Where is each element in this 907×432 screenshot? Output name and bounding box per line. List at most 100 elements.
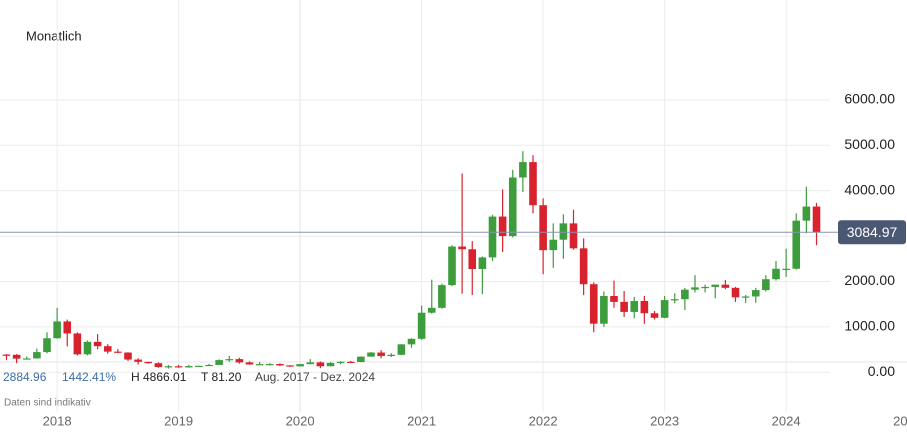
candle-body: [620, 301, 628, 312]
candle-body: [12, 354, 21, 359]
y-tick-label: 5000.00: [844, 136, 895, 152]
candle-body: [205, 364, 213, 367]
candle-body: [539, 205, 547, 251]
candle-body: [114, 351, 122, 353]
candle-body: [600, 296, 608, 324]
y-tick-label: 6000.00: [844, 91, 895, 107]
x-tick-label: 2020: [286, 413, 315, 428]
candle-body: [691, 287, 699, 290]
interval-label: Monatlich: [26, 28, 82, 43]
candle-body: [215, 360, 223, 365]
candle-body: [701, 286, 709, 289]
x-tick-label: 2018: [43, 413, 72, 428]
stat: T 81.20: [201, 370, 242, 384]
candle-body: [387, 354, 396, 357]
candle-body: [346, 361, 355, 363]
candle-body: [184, 366, 193, 368]
candle-body: [721, 284, 730, 288]
candle-body: [559, 223, 568, 240]
stat: 2884.96: [3, 370, 47, 384]
candle-body: [650, 313, 659, 318]
candle-body: [751, 290, 760, 297]
candle-body: [782, 268, 790, 270]
candle-body: [640, 301, 649, 314]
candle-body: [83, 341, 92, 355]
candle-body: [174, 366, 183, 368]
candle-body: [255, 364, 264, 366]
y-tick-label: 4000.00: [844, 181, 895, 197]
candle-body: [569, 223, 578, 249]
candle-body: [579, 248, 588, 285]
price-label: 3084.97: [847, 224, 898, 240]
x-tick-label: 2022: [529, 413, 558, 428]
candle-body: [812, 206, 821, 233]
candle-body: [164, 366, 173, 368]
candle-body: [357, 356, 365, 363]
candle-body: [458, 246, 466, 250]
candle-body: [660, 300, 669, 318]
candle-body: [589, 284, 598, 324]
candle-body: [43, 338, 51, 353]
candle-body: [326, 362, 335, 367]
candle-body: [235, 359, 244, 363]
candle-body: [488, 216, 497, 258]
y-tick-label: 2000.00: [844, 272, 895, 288]
candle-body: [681, 289, 689, 300]
candle-body: [508, 177, 517, 237]
candle-body: [630, 301, 639, 312]
candle-body: [772, 268, 780, 280]
candle-body: [792, 220, 801, 269]
candle-body: [276, 363, 284, 366]
candle-body: [741, 296, 750, 298]
candle-body: [73, 333, 82, 355]
candle-body: [93, 341, 102, 347]
candle-body: [286, 365, 294, 367]
candle-body: [519, 162, 527, 178]
x-tick-label: 2025: [893, 413, 907, 428]
candle-body: [377, 352, 385, 356]
candle-body: [225, 359, 234, 361]
candle-body: [549, 239, 558, 251]
y-tick-label: 1000.00: [844, 318, 895, 334]
candle-body: [397, 344, 406, 355]
candle-body: [610, 296, 618, 302]
stat: 1442.41%: [62, 370, 116, 384]
candle-body: [762, 279, 770, 291]
candle-body: [498, 216, 507, 237]
candle-body: [63, 321, 72, 334]
x-tick-label: 2021: [407, 413, 436, 428]
candle-body: [22, 358, 31, 360]
stat: H 4866.01: [131, 370, 187, 384]
candle-body: [438, 285, 446, 308]
candle-body: [448, 246, 456, 286]
candle-body: [529, 162, 537, 206]
candle-body: [468, 249, 477, 269]
candle-body: [427, 307, 436, 313]
candle-body: [336, 361, 345, 363]
candle-body: [316, 362, 325, 367]
price-box: [838, 220, 906, 245]
candle-body: [245, 362, 254, 365]
candle-body: [53, 321, 61, 339]
candle-body: [407, 338, 416, 345]
candle-body: [265, 363, 274, 366]
candle-body: [103, 346, 112, 352]
x-tick-label: 2019: [164, 413, 193, 428]
candle-body: [711, 284, 720, 287]
candle-body: [478, 257, 487, 269]
x-tick-label: 2023: [650, 413, 679, 428]
candle-body: [367, 352, 375, 357]
candle-body: [417, 312, 426, 339]
x-tick-label: 2024: [772, 413, 801, 428]
candle-body: [124, 352, 132, 360]
candle-body: [33, 352, 41, 359]
candle-body: [154, 363, 163, 368]
candle-body: [195, 365, 203, 368]
candle-body: [296, 364, 304, 367]
y-tick-label: 0.00: [868, 363, 895, 379]
candle-body: [2, 354, 11, 356]
candle-body: [731, 287, 740, 298]
candle-body: [134, 359, 142, 362]
candle-body: [144, 361, 153, 364]
candle-body: [802, 206, 811, 221]
